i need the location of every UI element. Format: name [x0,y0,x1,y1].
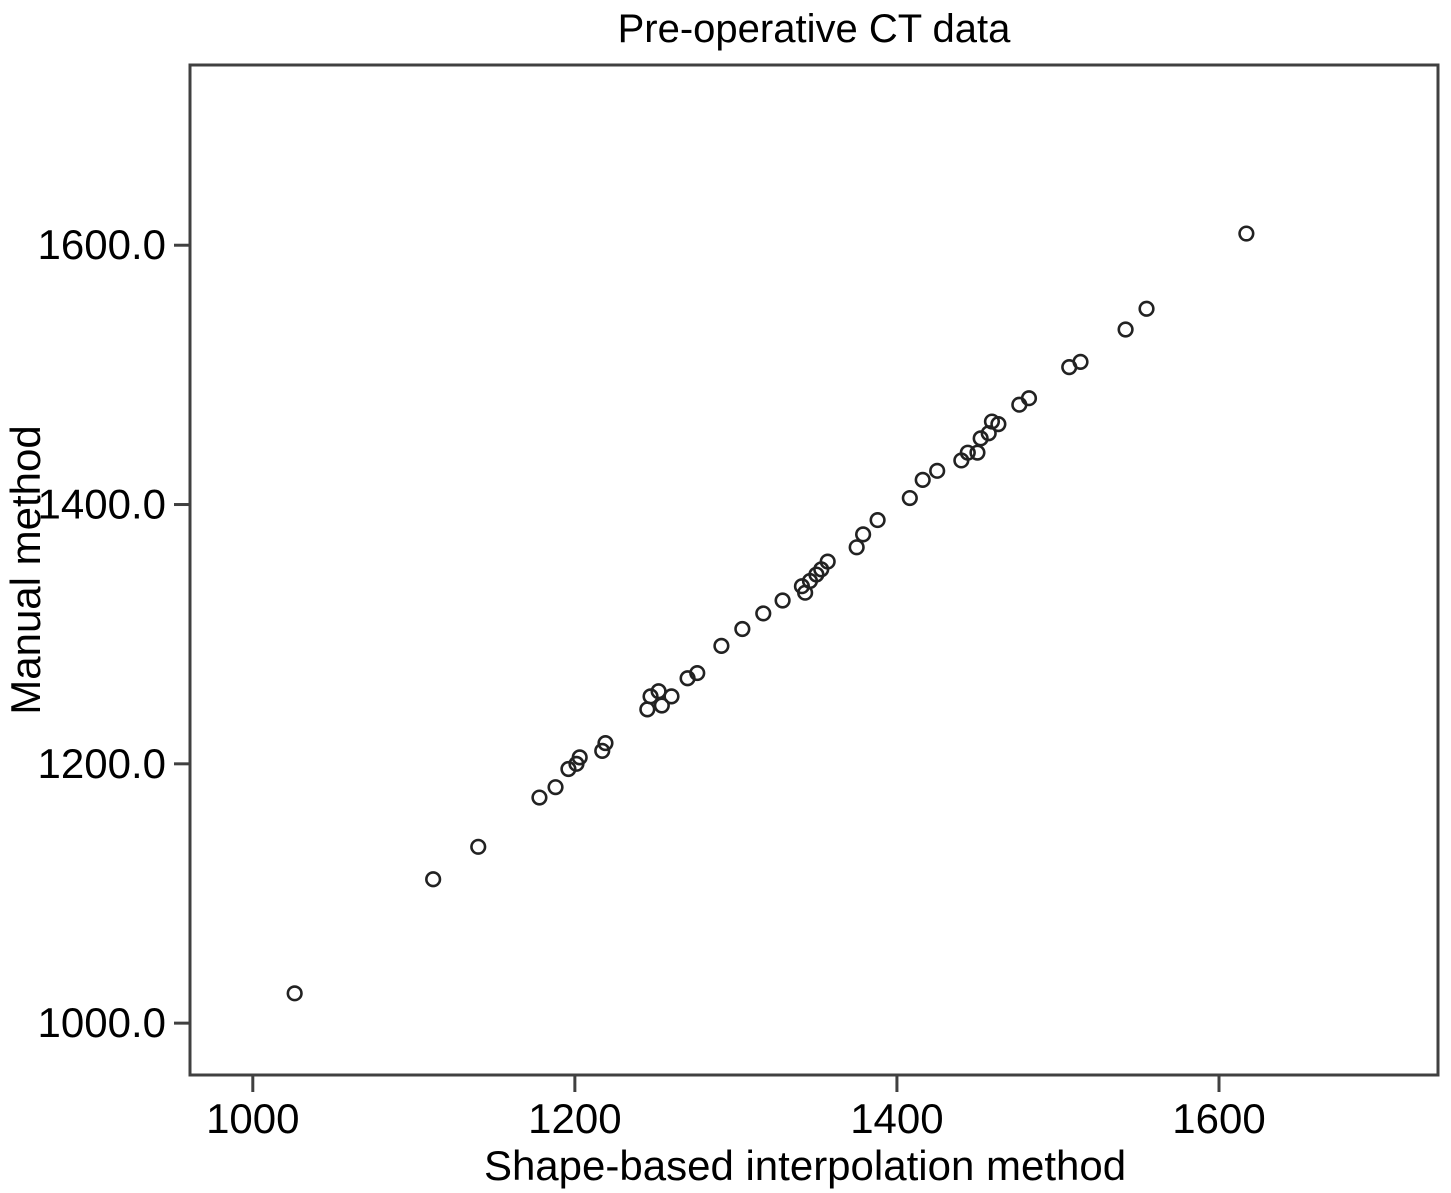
data-point [1138,300,1155,317]
y-tick-label: 1600.0 [38,221,166,268]
x-tick-label: 1400 [850,1095,943,1142]
data-point [560,760,577,778]
data-point [713,637,730,654]
data-point [594,742,611,759]
y-axis-ticks: 1000.0 1200.0 1400.0 1600.0 [38,221,190,1046]
data-point [286,985,303,1002]
y-tick-label: 1200.0 [38,740,166,787]
data-point [869,511,886,529]
x-axis-label: Shape-based interpolation method [484,1142,1126,1189]
data-point [959,444,976,461]
data-points [286,225,1255,1002]
data-point [470,838,487,855]
data-point [929,462,946,479]
x-tick-label: 1200 [528,1095,621,1142]
data-point [774,592,791,609]
chart-title: Pre-operative CT data [618,7,1012,51]
data-point [663,688,680,705]
data-point [819,553,836,570]
data-point [425,871,442,888]
data-point [1238,225,1255,242]
data-point [990,416,1007,433]
data-point [901,489,918,507]
data-point [734,620,751,638]
data-point [1072,353,1089,371]
data-point [689,664,706,682]
data-point [969,444,986,461]
y-tick-label: 1000.0 [38,999,166,1046]
data-point [972,430,989,447]
data-point [755,605,772,622]
data-point [1117,321,1134,338]
data-point [547,779,564,796]
data-point [848,539,865,556]
data-point [855,526,872,543]
data-point [1020,390,1038,407]
x-axis-ticks: 1000 1200 1400 1600 [206,1075,1266,1142]
data-point [531,789,548,806]
x-tick-label: 1600 [1172,1095,1265,1142]
data-point [642,688,659,705]
x-tick-label: 1000 [206,1095,299,1142]
data-point [597,734,614,752]
data-point [571,749,588,766]
y-axis-label: Manual method [2,425,49,715]
y-tick-label: 1400.0 [38,481,166,528]
data-point [653,697,670,714]
data-point [914,471,931,488]
